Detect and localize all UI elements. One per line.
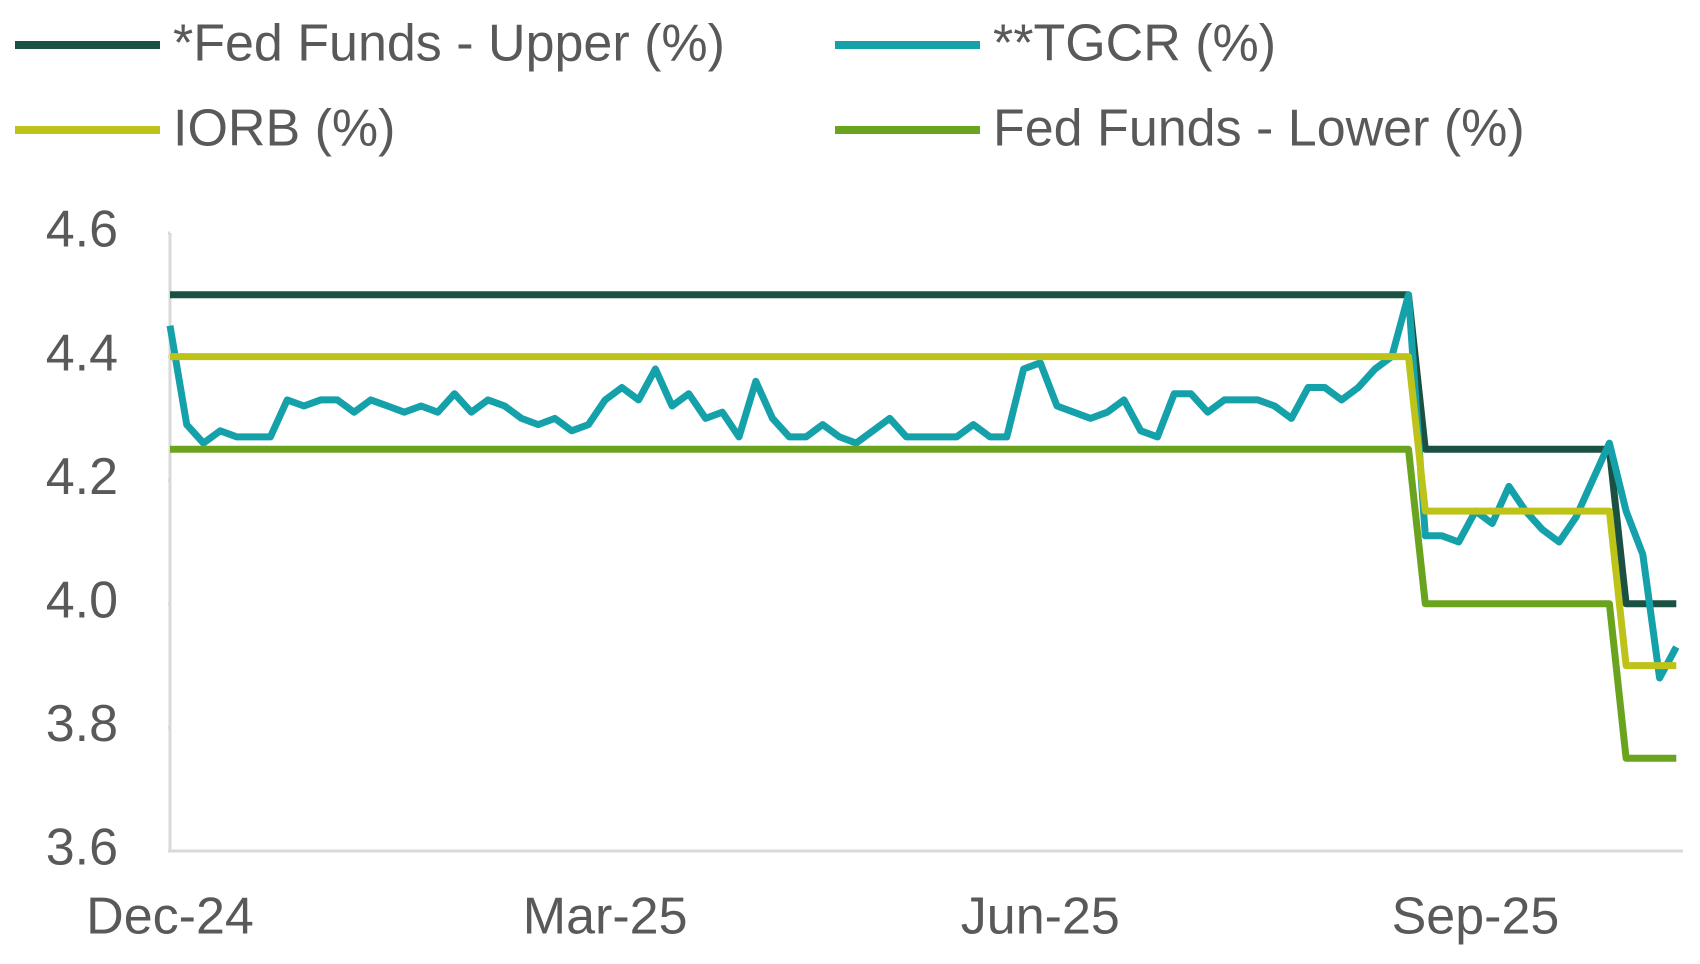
series-line bbox=[170, 291, 1677, 608]
y-tick-label: 4.2 bbox=[46, 448, 118, 506]
x-tick-label: Sep-25 bbox=[1392, 888, 1560, 946]
y-tick-label: 3.6 bbox=[46, 819, 118, 877]
legend-label: *Fed Funds - Upper (%) bbox=[173, 15, 725, 73]
series-line bbox=[166, 291, 1680, 682]
y-tick-label: 4.6 bbox=[46, 201, 118, 259]
legend-label: **TGCR (%) bbox=[993, 15, 1276, 73]
x-tick-label: Jun-25 bbox=[961, 888, 1120, 946]
legend-label: IORB (%) bbox=[173, 100, 395, 158]
y-tick-label: 4.4 bbox=[46, 324, 118, 382]
y-tick-label: 3.8 bbox=[46, 695, 118, 753]
x-tick-label: Dec-24 bbox=[86, 888, 254, 946]
series-line bbox=[170, 353, 1677, 670]
legend-label: Fed Funds - Lower (%) bbox=[993, 100, 1525, 158]
x-tick-label: Mar-25 bbox=[523, 888, 688, 946]
series-line bbox=[170, 445, 1677, 762]
y-tick-label: 4.0 bbox=[46, 572, 118, 630]
